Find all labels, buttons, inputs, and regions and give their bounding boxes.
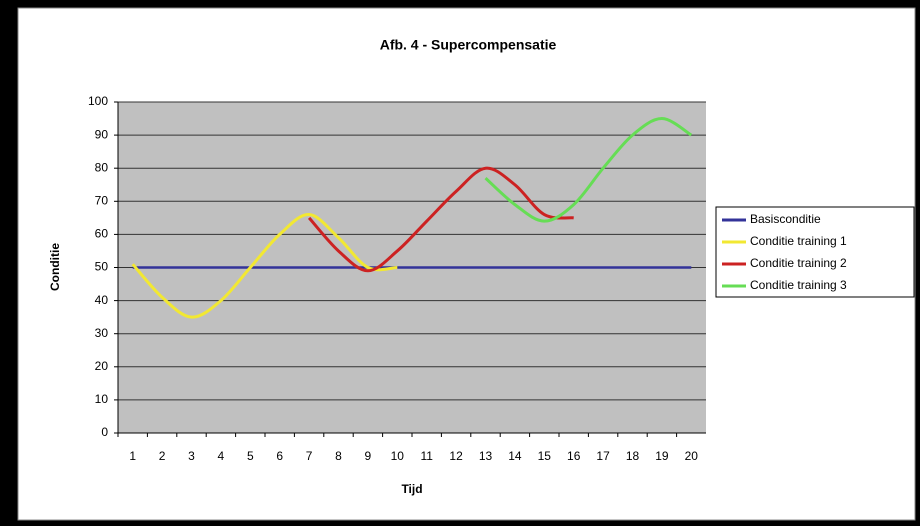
legend-label: Conditie training 2 bbox=[750, 256, 847, 270]
x-tick-label: 9 bbox=[365, 449, 372, 463]
y-tick-label: 60 bbox=[95, 227, 109, 241]
x-tick-label: 16 bbox=[567, 449, 581, 463]
x-tick-label: 17 bbox=[596, 449, 610, 463]
chart-title: Afb. 4 - Supercompensatie bbox=[380, 37, 557, 53]
series-line bbox=[307, 166, 574, 273]
x-tick-label: 11 bbox=[420, 449, 433, 463]
legend-label: Basisconditie bbox=[750, 212, 821, 226]
y-tick-label: 30 bbox=[95, 326, 109, 340]
x-tick-label: 18 bbox=[626, 449, 640, 463]
x-tick-label: 4 bbox=[218, 449, 225, 463]
y-tick-label: 0 bbox=[101, 425, 108, 439]
series-line bbox=[131, 213, 398, 319]
y-tick-label: 50 bbox=[95, 260, 109, 274]
y-axis-label: Conditie bbox=[48, 243, 62, 291]
legend bbox=[715, 206, 915, 298]
x-tick-label: 6 bbox=[276, 449, 283, 463]
y-tick-label: 20 bbox=[95, 359, 109, 373]
x-tick-label: 20 bbox=[685, 449, 699, 463]
x-tick-label: 5 bbox=[247, 449, 254, 463]
x-tick-label: 1 bbox=[129, 449, 136, 463]
x-tick-label: 14 bbox=[508, 449, 522, 463]
x-tick-label: 13 bbox=[479, 449, 493, 463]
x-tick-label: 12 bbox=[449, 449, 463, 463]
x-tick-label: 2 bbox=[159, 449, 166, 463]
x-axis-label: Tijd bbox=[401, 482, 422, 496]
x-tick-label: 8 bbox=[335, 449, 342, 463]
legend-label: Conditie training 1 bbox=[750, 234, 847, 248]
y-tick-label: 70 bbox=[95, 193, 109, 207]
x-tick-label: 10 bbox=[391, 449, 405, 463]
y-tick-label: 90 bbox=[95, 127, 109, 141]
legend-label: Conditie training 3 bbox=[750, 278, 847, 292]
x-tick-label: 15 bbox=[538, 449, 552, 463]
x-tick-label: 7 bbox=[306, 449, 313, 463]
y-tick-label: 40 bbox=[95, 293, 109, 307]
y-tick-label: 10 bbox=[95, 392, 109, 406]
y-tick-label: 80 bbox=[95, 160, 109, 174]
series-line bbox=[484, 117, 693, 223]
y-tick-label: 100 bbox=[88, 94, 108, 108]
x-tick-label: 3 bbox=[188, 449, 195, 463]
x-tick-label: 19 bbox=[655, 449, 669, 463]
